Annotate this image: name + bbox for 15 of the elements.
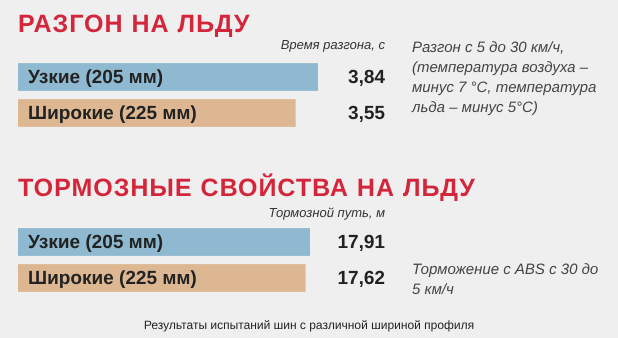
text: Торможение с ABS с 30 до 5 км/ч (412, 260, 600, 300)
data-label: 17,91 (337, 232, 386, 254)
data-label: 3,55 (348, 103, 386, 124)
data-label: 17,62 (337, 268, 385, 290)
text: Результаты испытаний шин с различной шириной профиля (142, 318, 476, 332)
text: Разгон с 5 до 30 км/ч, (температура воздуха – минус 7 °C, температура льда – минус 5°C) (412, 38, 598, 118)
data-label: 3,84 (348, 67, 386, 88)
y-tick-label: Узкие (205 мм) (28, 232, 164, 254)
chart-title: ТОРМОЗНЫЕ СВОЙСТВА НА ЛЬДУ (18, 174, 476, 203)
chart-title: РАЗГОН НА ЛЬДУ (18, 10, 250, 39)
y-tick-label: Узкие (205 мм) (28, 67, 164, 88)
x-axis-title: Время разгона, с (280, 37, 385, 52)
x-axis-title: Тормозной путь, м (268, 205, 385, 220)
y-tick-label: Широкие (225 мм) (28, 103, 197, 124)
y-tick-label: Широкие (225 мм) (28, 268, 197, 290)
